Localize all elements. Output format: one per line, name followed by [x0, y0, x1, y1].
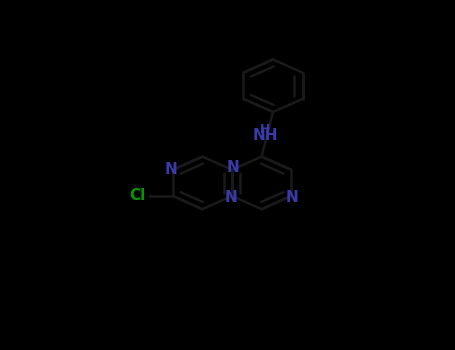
- Text: N: N: [286, 190, 298, 204]
- Text: Cl: Cl: [129, 189, 146, 203]
- Text: N: N: [164, 162, 177, 177]
- Text: N: N: [225, 190, 238, 204]
- Text: NH: NH: [252, 128, 278, 143]
- Text: H: H: [260, 124, 270, 136]
- Text: N: N: [227, 160, 239, 175]
